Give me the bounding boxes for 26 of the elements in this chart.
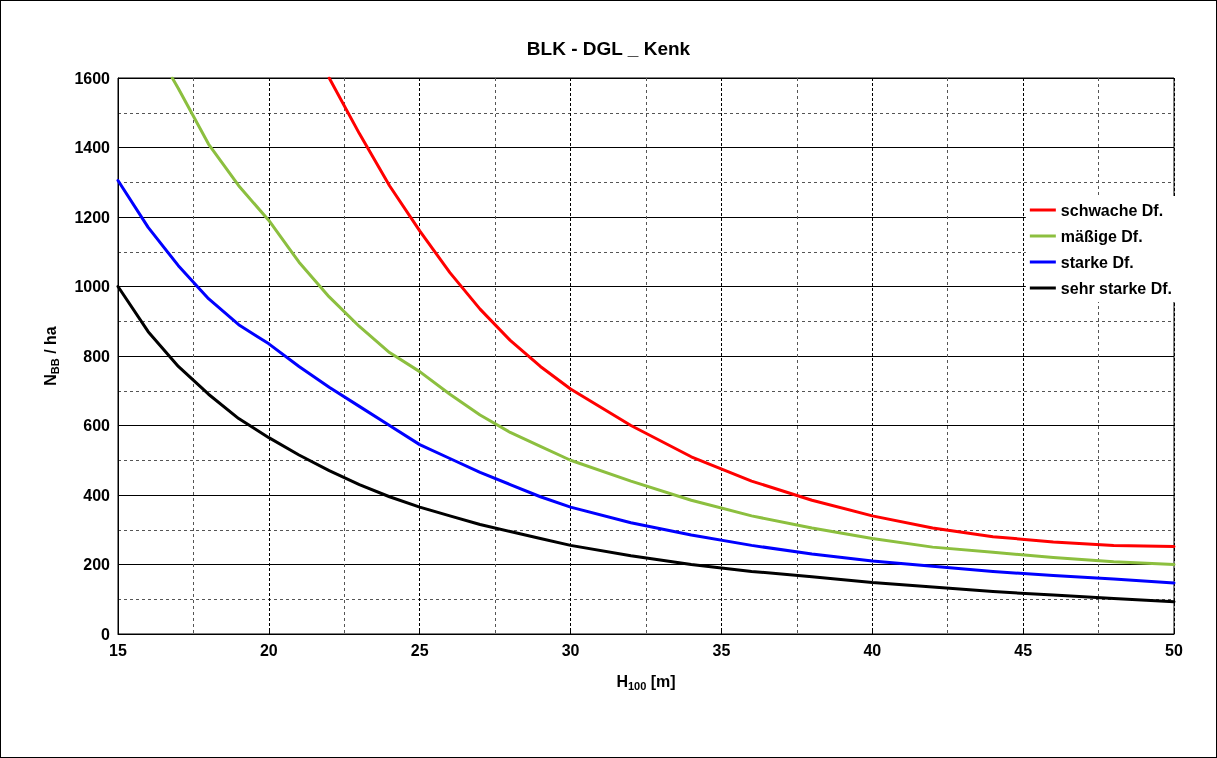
y-tick-label: 0 [101, 625, 111, 643]
x-tick-label: 25 [410, 641, 429, 659]
x-tick-label: 45 [1014, 641, 1033, 659]
y-tick-label: 600 [83, 417, 111, 434]
y-axis-title: NBB / ha [42, 326, 61, 386]
y-tick-label: 1200 [74, 208, 111, 226]
x-tick-label: 40 [863, 641, 882, 659]
legend-label: sehr starke Df. [1060, 279, 1173, 297]
legend-label: mäßige Df. [1060, 227, 1143, 245]
x-tick-label: 15 [109, 641, 127, 659]
y-tick-label: 400 [83, 486, 111, 504]
x-tick-label: 50 [1165, 641, 1183, 659]
legend-label: schwache Df. [1060, 201, 1164, 219]
x-tick-label: 20 [259, 641, 278, 659]
y-tick-label: 1600 [74, 69, 111, 87]
line-series [327, 76, 1176, 548]
chart-title: BLK - DGL _ Kenk [526, 38, 691, 59]
line-series [170, 76, 1176, 566]
line-series [116, 179, 1176, 585]
y-tick-label: 1400 [74, 139, 111, 156]
y-tick-label: 1000 [74, 278, 111, 295]
y-tick-label: 200 [83, 556, 111, 573]
x-tick-label: 30 [561, 641, 580, 659]
legend-label: starke Df. [1060, 253, 1134, 271]
x-tick-label: 35 [712, 641, 731, 659]
y-tick-label: 800 [83, 347, 111, 365]
